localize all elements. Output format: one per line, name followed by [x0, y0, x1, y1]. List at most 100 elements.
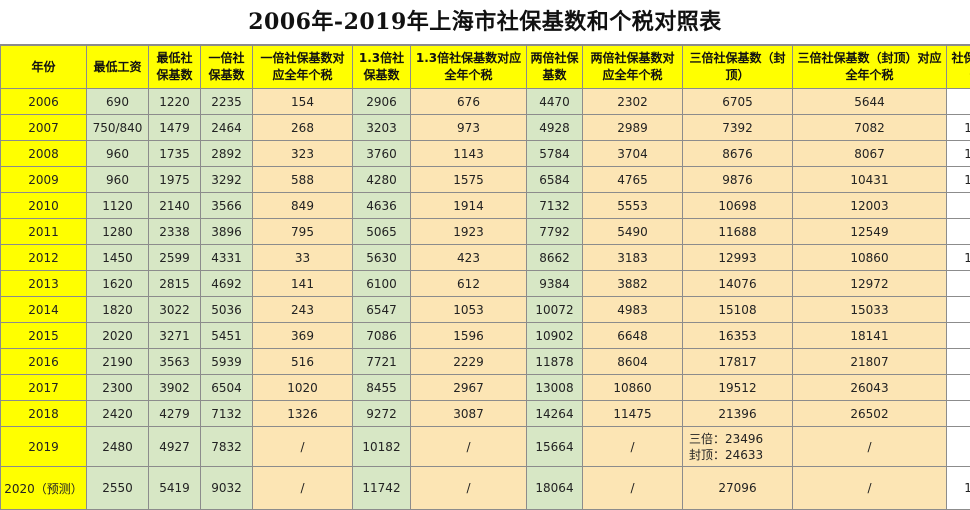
cell-year: 2011: [1, 219, 87, 245]
cell-base-2x: 7792: [527, 219, 583, 245]
cell-base-13x: 4280: [353, 167, 411, 193]
cell-base-1x: 9032: [201, 467, 253, 510]
cell-base-3x: 15108: [683, 297, 793, 323]
cell-tax-1x: 516: [253, 349, 353, 375]
cell-tax-1x: 588: [253, 167, 353, 193]
cell-tax-13x: 612: [411, 271, 527, 297]
cell-year: 2014: [1, 297, 87, 323]
cell-tax-3x: 10860: [793, 245, 947, 271]
cell-tax-2x: 3704: [583, 141, 683, 167]
cell-base-1x: 3896: [201, 219, 253, 245]
cell-base-2x: 5784: [527, 141, 583, 167]
cell-base-13x: 4636: [353, 193, 411, 219]
cell-min-base: 3271: [149, 323, 201, 349]
cell-tax-2x: /: [583, 427, 683, 467]
cell-min-base: 2599: [149, 245, 201, 271]
cell-min-wage: 750/840: [87, 115, 149, 141]
cell-min-wage: 2420: [87, 401, 149, 427]
header-col-base-1x: 一倍社保基数: [201, 46, 253, 89]
cell-tax-3x: 12549: [793, 219, 947, 245]
cell-base-13x: 9272: [353, 401, 411, 427]
cell-base-3x: 16353: [683, 323, 793, 349]
cell-min-base: 3022: [149, 297, 201, 323]
cell-tax-2x: 3882: [583, 271, 683, 297]
cell-base-13x: 3760: [353, 141, 411, 167]
cell-year: 2010: [1, 193, 87, 219]
cell-tax-2x: 6648: [583, 323, 683, 349]
cell-tax-1x: 849: [253, 193, 353, 219]
cell-base-2x: 7132: [527, 193, 583, 219]
cell-tax-13x: 423: [411, 245, 527, 271]
cell-tax-13x: 973: [411, 115, 527, 141]
cell-tax-2x: 2302: [583, 89, 683, 115]
cell-growth: 9.66%: [947, 401, 970, 427]
cell-base-3x: 10698: [683, 193, 793, 219]
cell-tax-3x: /: [793, 467, 947, 510]
header-col-year: 年份: [1, 46, 87, 89]
cell-tax-13x: 676: [411, 89, 527, 115]
cell-min-base: 5419: [149, 467, 201, 510]
cell-base-1x: 4692: [201, 271, 253, 297]
cell-tax-3x: 15033: [793, 297, 947, 323]
cell-base-2x: 11878: [527, 349, 583, 375]
header-col-tax-13x: 1.3倍社保基数对应全年个税: [411, 46, 527, 89]
cell-tax-3x: 8067: [793, 141, 947, 167]
cell-base-13x: 6547: [353, 297, 411, 323]
cell-base-1x: 5036: [201, 297, 253, 323]
cell-base-2x: 9384: [527, 271, 583, 297]
cell-growth: 8.24%: [947, 323, 970, 349]
cell-min-wage: 2300: [87, 375, 149, 401]
cell-growth: 10.00%: [947, 467, 970, 510]
cell-base-2x: 10072: [527, 297, 583, 323]
cell-year: 2008: [1, 141, 87, 167]
cell-year: 2020（预测）: [1, 467, 87, 510]
cell-min-wage: 690: [87, 89, 149, 115]
cell-base-3x: 7392: [683, 115, 793, 141]
cell-tax-1x: 323: [253, 141, 353, 167]
cell-growth: 10.25%: [947, 115, 970, 141]
cell-year: 2007: [1, 115, 87, 141]
header-col-base-2x: 两倍社保基数: [527, 46, 583, 89]
cell-growth: 9.81%: [947, 427, 970, 467]
cell-year: 2017: [1, 375, 87, 401]
cell-min-base: 1220: [149, 89, 201, 115]
cell-tax-3x: 10431: [793, 167, 947, 193]
cell-tax-3x: 18141: [793, 323, 947, 349]
cell-min-base: 2338: [149, 219, 201, 245]
cell-tax-13x: /: [411, 427, 527, 467]
cell-base-2x: 8662: [527, 245, 583, 271]
header-col-tax-2x: 两倍社保基数对应全年个税: [583, 46, 683, 89]
cell-min-wage: 2480: [87, 427, 149, 467]
cell-tax-13x: 1143: [411, 141, 527, 167]
cell-base-13x: 3203: [353, 115, 411, 141]
cell-base-3x: 21396: [683, 401, 793, 427]
cell-year: 2009: [1, 167, 87, 193]
cell-line: 封顶：24633: [689, 447, 790, 463]
cell-year: 2016: [1, 349, 87, 375]
cell-tax-2x: 11475: [583, 401, 683, 427]
cell-growth: 8.34%: [947, 271, 970, 297]
cell-tax-1x: 33: [253, 245, 353, 271]
cell-base-1x: 5939: [201, 349, 253, 375]
cell-base-3x: 11688: [683, 219, 793, 245]
cell-base-13x: 11742: [353, 467, 411, 510]
cell-tax-1x: 141: [253, 271, 353, 297]
cell-tax-3x: 26043: [793, 375, 947, 401]
cell-base-1x: 6504: [201, 375, 253, 401]
cell-base-1x: 2464: [201, 115, 253, 141]
cell-base-13x: 7721: [353, 349, 411, 375]
cell-base-1x: 3292: [201, 167, 253, 193]
cell-base-2x: 4470: [527, 89, 583, 115]
cell-base-2x: 10902: [527, 323, 583, 349]
cell-base-3x: 27096: [683, 467, 793, 510]
cell-base-2x: 15664: [527, 427, 583, 467]
